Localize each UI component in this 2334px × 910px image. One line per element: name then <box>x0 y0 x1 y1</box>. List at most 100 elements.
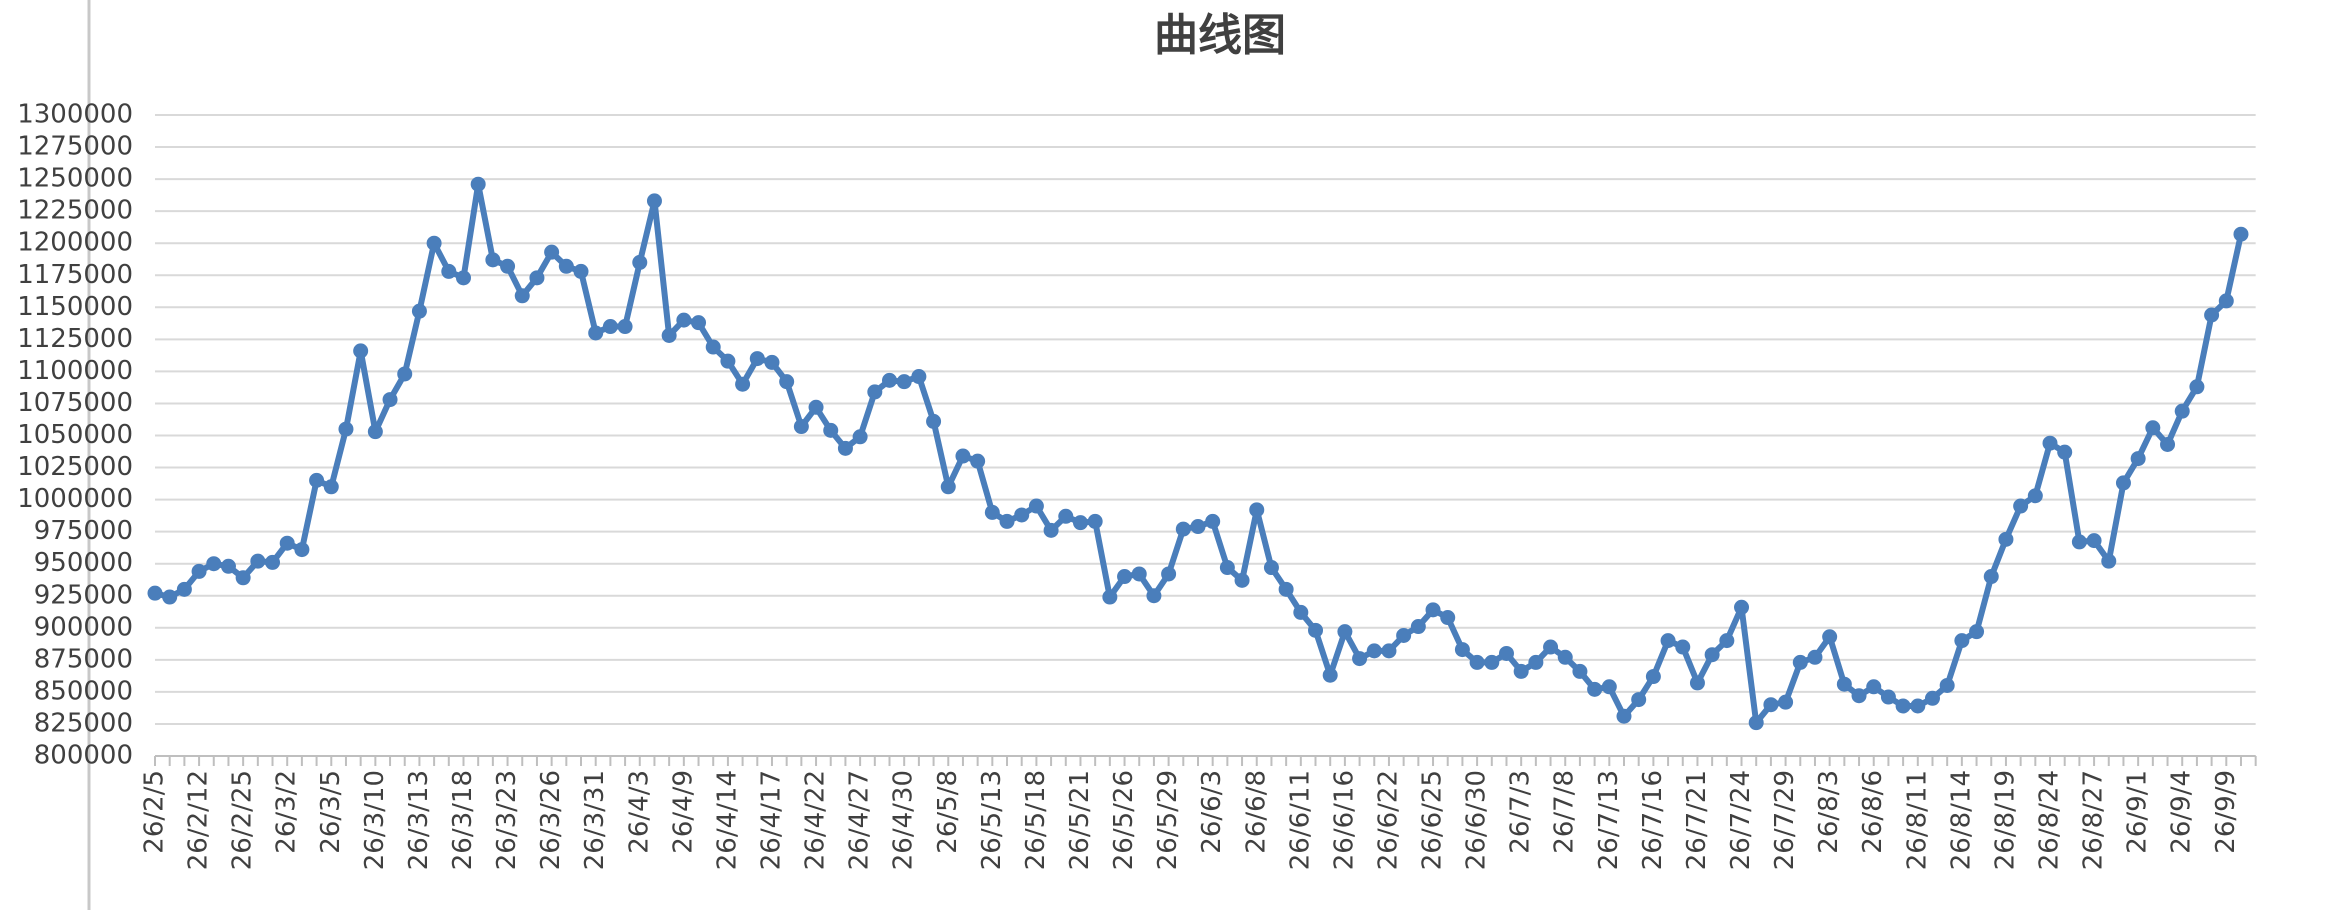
point <box>1205 513 1221 529</box>
point <box>441 263 457 279</box>
x-tick-label: 26/8/27 <box>2079 770 2109 870</box>
point <box>1263 560 1279 576</box>
point <box>1719 633 1735 649</box>
point <box>558 258 574 274</box>
y-tick-label: 875000 <box>34 644 133 674</box>
point <box>1469 654 1485 670</box>
point <box>661 328 677 344</box>
x-tick-label: 26/7/13 <box>1594 770 1624 870</box>
point <box>573 263 589 279</box>
x-tick-label: 26/6/8 <box>1241 770 1271 854</box>
x-tick-label: 26/3/31 <box>580 770 610 870</box>
point <box>426 235 442 251</box>
point <box>279 535 295 551</box>
point <box>1028 498 1044 514</box>
x-tick-label: 26/6/22 <box>1373 770 1403 870</box>
point <box>1631 692 1647 708</box>
point <box>2145 420 2161 436</box>
point <box>1807 649 1823 665</box>
point <box>1528 654 1544 670</box>
point <box>1792 654 1808 670</box>
x-tick-label: 26/3/2 <box>272 770 302 854</box>
x-tick-label: 26/6/16 <box>1329 770 1359 870</box>
y-tick-label: 1125000 <box>17 324 133 354</box>
x-tick-label: 26/3/5 <box>316 770 346 854</box>
x-tick-label: 26/7/16 <box>1638 770 1668 870</box>
point <box>1366 643 1382 659</box>
point <box>1454 642 1470 658</box>
point <box>2115 475 2131 491</box>
point <box>147 585 163 601</box>
point <box>1543 639 1559 655</box>
point <box>191 563 207 579</box>
x-tick-label: 26/8/6 <box>1858 770 1888 854</box>
x-tick-label: 26/6/3 <box>1197 770 1227 854</box>
point <box>338 421 354 437</box>
x-tick-label: 26/4/27 <box>845 770 875 870</box>
point <box>955 448 971 464</box>
y-tick-label: 800000 <box>34 741 133 771</box>
point <box>1675 639 1691 655</box>
point <box>1734 599 1750 615</box>
point <box>353 343 369 359</box>
x-tick-label: 26/8/24 <box>2035 770 2065 870</box>
x-tick-label: 26/6/11 <box>1285 770 1315 870</box>
point <box>1234 572 1250 588</box>
point <box>808 399 824 415</box>
point <box>1175 521 1191 537</box>
point <box>2233 226 2249 242</box>
x-tick-label: 26/7/24 <box>1726 770 1756 870</box>
x-tick-label: 26/2/12 <box>184 770 214 870</box>
point <box>1616 708 1632 724</box>
y-tick-label: 1225000 <box>17 196 133 226</box>
point <box>1293 604 1309 620</box>
point <box>646 193 662 209</box>
point <box>1043 522 1059 538</box>
point <box>970 453 986 469</box>
point <box>867 384 883 400</box>
y-tick-label: 925000 <box>34 580 133 610</box>
x-tick-label: 26/5/26 <box>1109 770 1139 870</box>
point <box>705 339 721 355</box>
point <box>294 542 310 558</box>
x-tick-label: 26/5/18 <box>1021 770 1051 870</box>
point <box>2218 293 2234 309</box>
x-tick-label: 26/7/3 <box>1506 770 1536 854</box>
point <box>1998 531 2014 547</box>
point <box>882 372 897 388</box>
point <box>764 354 780 370</box>
point <box>926 413 942 429</box>
point <box>1249 502 1265 518</box>
x-tick-label: 26/8/19 <box>1990 770 2020 870</box>
x-tick-label: 26/3/23 <box>492 770 522 870</box>
x-tick-label: 26/8/14 <box>1946 770 1976 870</box>
point <box>1352 651 1368 667</box>
x-tick-label: 26/5/29 <box>1153 770 1183 870</box>
point <box>617 319 633 335</box>
point <box>1954 633 1970 649</box>
x-tick-label: 26/9/1 <box>2123 770 2153 854</box>
point <box>1924 690 1940 706</box>
chart-title: 曲线图 <box>1154 10 1286 61</box>
point <box>1895 698 1911 714</box>
point <box>691 315 707 331</box>
point <box>1601 679 1617 695</box>
x-tick-label: 26/5/8 <box>933 770 963 854</box>
y-tick-label: 975000 <box>34 516 133 546</box>
point <box>2160 436 2176 452</box>
point <box>1969 624 1985 640</box>
x-tick-label: 26/5/21 <box>1065 770 1095 870</box>
point <box>1278 581 1294 597</box>
point <box>602 319 618 335</box>
x-tick-label: 26/5/13 <box>977 770 1007 870</box>
point <box>206 556 222 572</box>
point <box>500 258 516 274</box>
y-tick-label: 1000000 <box>17 484 133 514</box>
point <box>1146 588 1162 604</box>
point <box>720 353 736 369</box>
point <box>779 374 795 390</box>
y-tick-label: 1175000 <box>17 260 133 290</box>
y-tick-label: 825000 <box>34 708 133 738</box>
point <box>1645 669 1661 685</box>
